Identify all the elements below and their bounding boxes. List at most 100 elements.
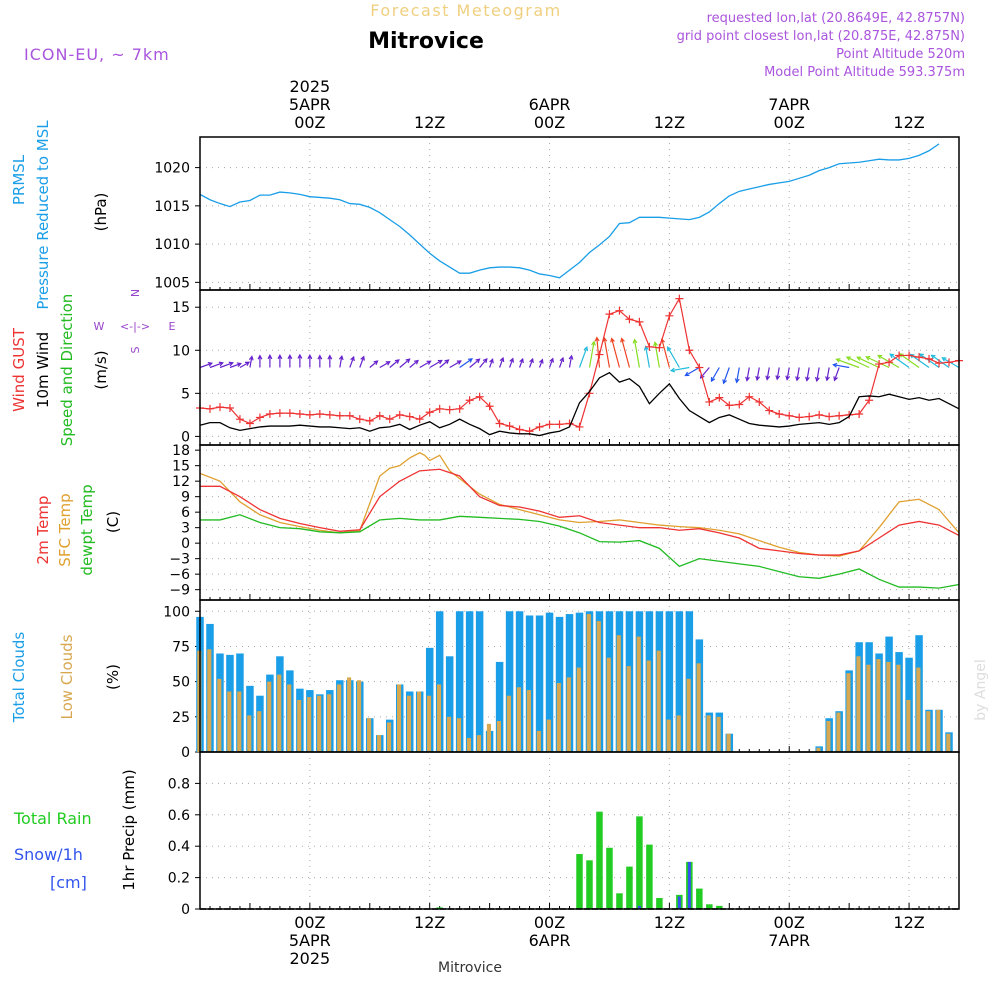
temp2m-line xyxy=(200,468,960,556)
wind-arrow xyxy=(685,366,700,377)
gust-point xyxy=(425,408,434,417)
wind-arrowhead xyxy=(277,354,283,360)
y-tick-label: −6 xyxy=(169,567,190,583)
low-cloud-bar xyxy=(227,691,232,752)
wind-arrowhead xyxy=(467,358,473,363)
gust-point xyxy=(885,358,894,367)
gust-point xyxy=(675,294,684,303)
gust-point xyxy=(915,353,924,362)
compass-ew-axis: <-|-> xyxy=(120,320,150,333)
total-cloud-bar xyxy=(535,615,544,752)
wind-arrowhead xyxy=(918,353,924,358)
bottom-time-label: 00Z xyxy=(774,913,805,932)
low-cloud-bar xyxy=(317,695,322,752)
temp-ylabel: 2m Temp SFC Temp dewpt Temp (C) xyxy=(34,484,122,575)
total-cloud-bar xyxy=(495,661,504,752)
y-tick-label: 0.4 xyxy=(168,839,190,855)
wind-arrowhead xyxy=(338,354,344,361)
gust-point xyxy=(785,411,794,420)
y-tick-label: 9 xyxy=(181,490,190,506)
gust-point xyxy=(435,404,444,413)
wind-arrowhead xyxy=(207,362,213,367)
wind-arrowhead xyxy=(620,337,625,343)
gust-point xyxy=(945,358,954,367)
low-cloud-bar xyxy=(676,715,681,752)
gust-point xyxy=(415,415,424,424)
wind-arrowhead xyxy=(519,357,524,364)
low-cloud-bar xyxy=(656,650,661,752)
wind-arrow xyxy=(671,366,690,372)
wind-ylabel: Wind GUST 10m Wind Speed and Direction (m/s… xyxy=(10,289,176,446)
top-time-label: 00Z xyxy=(534,113,565,132)
y-tick-label: 1020 xyxy=(154,161,190,177)
low-cloud-bar xyxy=(526,690,531,752)
low-cloud-bar xyxy=(836,712,841,752)
wind-arrowhead xyxy=(405,358,411,364)
wind-arrowhead xyxy=(373,360,379,365)
wind-arrowhead xyxy=(489,358,494,364)
wind-arrowhead xyxy=(317,354,323,360)
pressure-line xyxy=(199,143,940,279)
low-cloud-bar xyxy=(416,691,422,752)
gust-point xyxy=(275,409,284,418)
rain-bar xyxy=(656,898,663,909)
pressure-ylabel-unit: (hPa) xyxy=(92,193,110,232)
low-cloud-bar xyxy=(896,664,901,752)
top-time-label: 00Z xyxy=(294,113,325,132)
wind-arrow xyxy=(469,358,480,368)
wind-arrowhead xyxy=(653,341,658,347)
bottom-time-label: 12Z xyxy=(414,913,445,932)
gust-point xyxy=(245,419,254,428)
y-tick-label: 0 xyxy=(181,745,190,761)
gust-point xyxy=(255,413,264,422)
low-cloud-bar xyxy=(476,735,482,752)
wind-arrow xyxy=(756,367,760,380)
low-cloud-bar xyxy=(586,614,591,752)
snow-unit-legend: [cm] xyxy=(50,873,87,892)
gust-point xyxy=(375,411,384,420)
low-cloud-bar xyxy=(207,649,212,752)
gust-point xyxy=(265,410,274,418)
wind-arrowhead xyxy=(475,358,481,364)
gust-point xyxy=(635,317,644,326)
wind-arrow xyxy=(239,361,250,369)
compass-west: W xyxy=(94,320,105,333)
total-cloud-bar xyxy=(545,612,554,752)
gust-point xyxy=(485,402,494,411)
gust-point xyxy=(615,306,624,315)
low-cloud-bar xyxy=(347,677,352,752)
y-tick-label: 15 xyxy=(172,459,190,475)
low-cloud-bar xyxy=(546,719,551,752)
low-clouds-ylabel: Low Clouds xyxy=(58,634,76,719)
gust-point xyxy=(205,404,214,413)
wind-arrow xyxy=(661,338,670,368)
wind-arrowhead xyxy=(287,354,293,360)
gust-point xyxy=(695,363,704,372)
wind-arrow xyxy=(219,362,233,369)
wind-arrow xyxy=(439,359,449,368)
total-cloud-bar xyxy=(525,615,534,752)
wind-arrow xyxy=(645,346,650,368)
gust-point xyxy=(535,422,544,431)
top-time-label: 12Z xyxy=(414,113,445,132)
wind-arrow xyxy=(633,339,641,368)
wind-arrow xyxy=(449,360,462,369)
wind-arrow xyxy=(866,356,890,369)
wind-arrow xyxy=(796,367,800,381)
wind-arrow xyxy=(736,367,740,383)
wind-arrowhead xyxy=(583,345,589,352)
total-cloud-bar xyxy=(675,611,684,752)
gust-point xyxy=(645,342,654,351)
wind-arrowhead xyxy=(610,337,615,343)
bottom-time-label: 2025 xyxy=(289,949,330,968)
gust-point xyxy=(455,404,464,413)
low-cloud-bar xyxy=(886,661,891,752)
gust-point xyxy=(755,397,764,406)
wind-arrow xyxy=(479,358,488,368)
low-cloud-bar xyxy=(456,718,462,752)
wind-arrow xyxy=(836,358,860,369)
y-tick-label: 100 xyxy=(163,604,190,620)
wind-arrowhead xyxy=(350,355,355,362)
wind-arrow xyxy=(889,353,910,368)
total-cloud-bar xyxy=(665,611,674,752)
